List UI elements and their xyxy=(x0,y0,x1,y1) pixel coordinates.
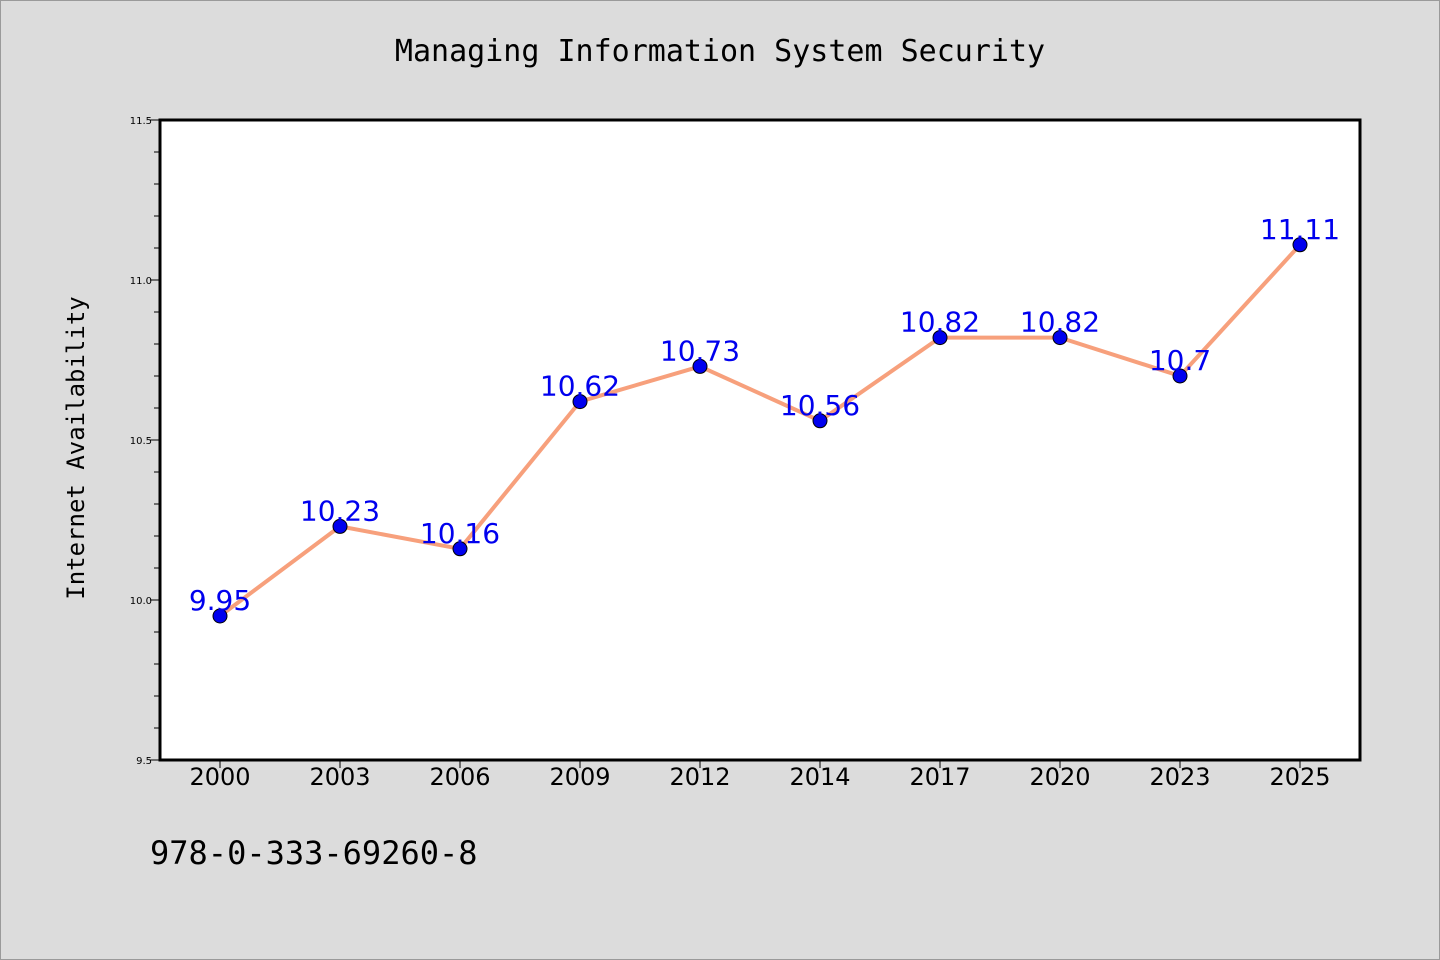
data-label: 10.16 xyxy=(420,517,500,550)
isbn-text: 978-0-333-69260-8 xyxy=(150,834,478,872)
y-tick-label: 10.0 xyxy=(130,596,152,607)
data-label: 11.11 xyxy=(1260,213,1340,246)
data-point xyxy=(692,358,708,374)
data-label: 10.23 xyxy=(300,494,380,527)
data-point xyxy=(932,330,948,346)
data-point xyxy=(572,394,588,410)
data-point xyxy=(1172,368,1188,384)
y-tick-label: 11.0 xyxy=(130,276,152,287)
data-point xyxy=(1292,237,1308,253)
x-tick-label: 2009 xyxy=(549,763,610,791)
data-label: 10.73 xyxy=(660,334,740,367)
x-tick-label: 2000 xyxy=(189,763,250,791)
x-tick-label: 2025 xyxy=(1269,763,1330,791)
data-label: 9.95 xyxy=(189,584,251,617)
data-label: 10.56 xyxy=(780,389,860,422)
x-tick-label: 2003 xyxy=(309,763,370,791)
x-tick-label: 2012 xyxy=(669,763,730,791)
data-point xyxy=(332,518,348,534)
data-point xyxy=(1052,330,1068,346)
x-tick-label: 2023 xyxy=(1149,763,1210,791)
data-point xyxy=(452,541,468,557)
y-tick-label: 10.5 xyxy=(130,436,152,447)
x-tick-label: 2020 xyxy=(1029,763,1090,791)
plot-area xyxy=(158,118,1362,762)
y-tick-label: 9.5 xyxy=(136,756,152,767)
x-tick-label: 2006 xyxy=(429,763,490,791)
data-point xyxy=(812,413,828,429)
x-tick-label: 2014 xyxy=(789,763,850,791)
y-tick-label: 11.5 xyxy=(130,116,152,127)
series-line xyxy=(218,243,1302,618)
data-point xyxy=(212,608,228,624)
chart-title: Managing Information System Security xyxy=(394,34,1046,69)
x-tick-label: 2017 xyxy=(909,763,970,791)
data-label: 10.7 xyxy=(1149,344,1211,377)
data-label: 10.82 xyxy=(1020,306,1100,339)
data-label: 10.62 xyxy=(540,370,620,403)
data-label: 10.82 xyxy=(900,306,980,339)
